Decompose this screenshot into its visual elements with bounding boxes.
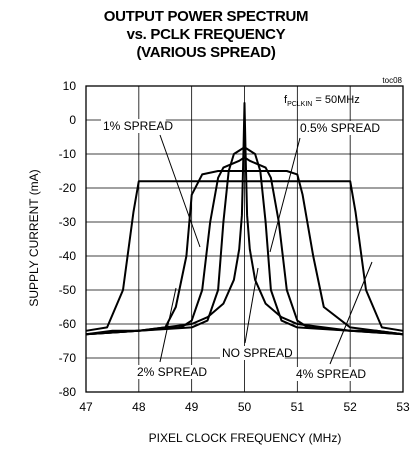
x-tick-label: 50 (238, 400, 252, 414)
annotation-label: 0.5% SPREAD (300, 121, 380, 135)
x-tick-label: 49 (185, 400, 199, 414)
y-tick-label: -70 (59, 351, 77, 365)
annotation-backdrop (298, 121, 378, 135)
annotation-backdrop (294, 367, 359, 381)
x-tick-label: 47 (79, 400, 93, 414)
plot-frame (85, 85, 404, 393)
annotation-pointer (269, 137, 301, 253)
series-lines (85, 102, 404, 336)
y-tick-label: 10 (63, 79, 77, 93)
y-axis-label: SUPPLY CURRENT (mA) (27, 169, 41, 306)
condition-label: fPCLKIN = 50MHz (284, 94, 360, 108)
annotation-label: 2% SPREAD (137, 365, 207, 379)
chart-title-line-1: OUTPUT POWER SPECTRUM (103, 8, 309, 25)
annotation-pointer (159, 287, 177, 363)
figure-id: toc08 (382, 76, 402, 85)
condition-prefix: f (284, 94, 288, 106)
y-tick-label: -50 (59, 283, 77, 297)
series-line-2-spread (85, 170, 404, 336)
y-tick-label: -80 (59, 385, 77, 399)
x-tick-labels: 47 48 49 50 51 52 53 (79, 400, 410, 414)
series-line-4-spread (85, 180, 404, 332)
annotation-backdrop (220, 346, 285, 360)
annotation-label: 1% SPREAD (103, 119, 173, 133)
y-tick-label: -10 (59, 147, 77, 161)
annotation-pointer (329, 261, 373, 365)
y-tick-labels: 10 0 -10 -20 -30 -40 -50 -60 -70 -80 (59, 79, 77, 399)
condition-subscript: PCLKIN (287, 101, 312, 108)
annotation-pointer (244, 267, 259, 344)
annotation-pointer (159, 134, 201, 248)
annotation-backdrop (101, 119, 166, 133)
y-tick-label: 0 (69, 113, 76, 127)
chart-title-line-2: vs. PCLK FREQUENCY (126, 26, 286, 43)
series-annotations: 1% SPREAD 0.5% SPREAD 2% SPREAD NO SPREAD4%… (101, 119, 380, 381)
x-tick-label: 52 (343, 400, 357, 414)
annotation-backdrop (135, 365, 200, 379)
chart-title-line-3: (VARIOUS SPREAD) (136, 44, 276, 61)
y-tick-label: -60 (59, 317, 77, 331)
x-axis-label: PIXEL CLOCK FREQUENCY (MHz) (149, 431, 342, 445)
x-tick-label: 51 (291, 400, 305, 414)
y-tick-label: -40 (59, 249, 77, 263)
y-tick-label: -30 (59, 215, 77, 229)
series-line-0-5-spread (85, 146, 404, 336)
annotation-label: 4% SPREAD (296, 367, 366, 381)
annotation-label: NO SPREAD (222, 346, 293, 360)
x-tick-label: 48 (132, 400, 146, 414)
series-line-1-spread (85, 156, 404, 336)
y-tick-label: -20 (59, 181, 77, 195)
x-tick-label: 53 (396, 400, 410, 414)
condition-suffix: = 50MHz (312, 94, 359, 106)
